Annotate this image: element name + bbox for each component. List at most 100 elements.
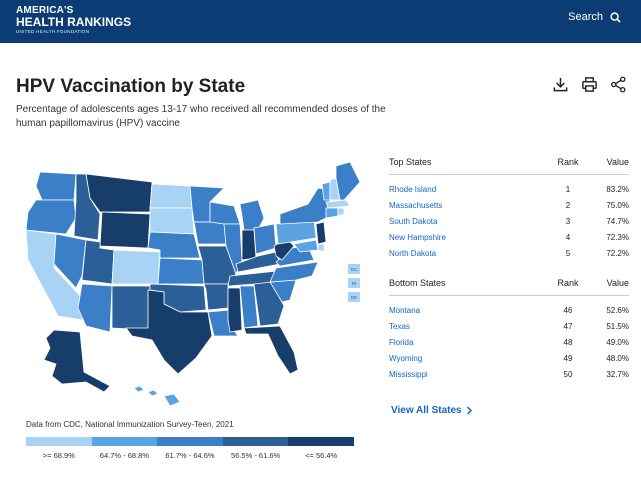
- state-north-dakota[interactable]: [149, 183, 193, 209]
- rank-value: 50: [563, 369, 573, 379]
- percent-value: 72.3%: [606, 232, 629, 242]
- rank-value: 48: [563, 337, 573, 347]
- state-kansas[interactable]: [157, 257, 205, 285]
- state-link[interactable]: Rhode Island: [389, 184, 437, 194]
- search-icon: [610, 11, 621, 23]
- table-row: Florida 48 49.0%: [389, 334, 629, 350]
- chevron-right-icon: [466, 406, 472, 415]
- rank-header: Rank: [557, 278, 579, 288]
- percent-value: 32.7%: [606, 369, 629, 379]
- state-north-carolina[interactable]: [269, 261, 319, 283]
- state-link[interactable]: Montana: [389, 305, 421, 315]
- state-south-dakota[interactable]: [149, 207, 195, 235]
- state-link[interactable]: Florida: [389, 337, 414, 347]
- legend-color-bar: [26, 437, 354, 446]
- state-link[interactable]: Wyoming: [389, 353, 423, 363]
- state-link[interactable]: Mississippi: [389, 369, 428, 379]
- logo-line-3: UNITED HEALTH FOUNDATION: [16, 29, 90, 34]
- legend-label: 61.7% - 64.6%: [165, 451, 215, 460]
- legend-swatch: [91, 437, 158, 446]
- legend-label: 56.5% - 61.6%: [230, 451, 281, 460]
- share-icon[interactable]: [610, 76, 627, 93]
- rank-value: 49: [563, 353, 573, 363]
- state-washington[interactable]: [35, 171, 77, 201]
- value-header: Value: [606, 278, 629, 288]
- dc-button[interactable]: [348, 264, 360, 274]
- rank-value: 5: [565, 248, 571, 258]
- percent-value: 72.2%: [606, 248, 629, 258]
- table-header: Bottom States Rank Value: [389, 278, 629, 296]
- state-iowa[interactable]: [193, 221, 227, 245]
- state-new-jersey[interactable]: [315, 221, 327, 245]
- legend-label: <= 56.4%: [305, 451, 338, 460]
- ri-button-label: RI: [352, 281, 357, 286]
- page-actions: [552, 76, 627, 93]
- state-mississippi[interactable]: [227, 287, 243, 333]
- state-arkansas[interactable]: [203, 283, 229, 311]
- state-link[interactable]: New Hampshire: [389, 232, 446, 242]
- value-header: Value: [606, 157, 629, 167]
- state-florida[interactable]: [243, 325, 299, 375]
- table-row: Massachusetts 2 75.0%: [389, 197, 629, 213]
- percent-value: 52.6%: [606, 305, 629, 315]
- state-wyoming[interactable]: [99, 211, 151, 249]
- percent-value: 75.0%: [606, 200, 629, 210]
- top-nav-bar: AMERICA'S HEALTH RANKINGS UNITED HEALTH …: [0, 0, 641, 43]
- table-row: Texas 47 51.5%: [389, 318, 629, 334]
- rank-value: 2: [565, 200, 571, 210]
- state-connecticut[interactable]: [325, 207, 339, 219]
- state-ohio[interactable]: [253, 223, 277, 255]
- state-maine[interactable]: [335, 161, 361, 201]
- rank-value: 47: [563, 321, 573, 331]
- legend-swatch: [26, 437, 92, 446]
- state-wisconsin[interactable]: [209, 201, 241, 225]
- table-row: South Dakota 3 74.7%: [389, 213, 629, 229]
- search-label: Search: [568, 11, 603, 23]
- small-state-buttons: DC RI DE: [348, 264, 360, 302]
- bottom-states-table: Bottom States Rank Value Montana 46 52.6…: [389, 278, 629, 382]
- percent-value: 48.0%: [606, 353, 629, 363]
- table-header: Top States Rank Value: [389, 157, 629, 175]
- state-nevada[interactable]: [53, 233, 87, 289]
- state-hawaii[interactable]: [133, 385, 181, 407]
- logo-line-1: AMERICA'S: [16, 5, 74, 16]
- de-button-label: DE: [351, 295, 357, 300]
- state-new-mexico[interactable]: [111, 285, 151, 331]
- state-new-york[interactable]: [279, 187, 331, 225]
- state-arizona[interactable]: [77, 283, 113, 333]
- site-logo[interactable]: AMERICA'S HEALTH RANKINGS UNITED HEALTH …: [16, 5, 131, 34]
- state-michigan[interactable]: [239, 199, 265, 231]
- bottom-states-header: Bottom States: [389, 278, 446, 288]
- state-link[interactable]: North Dakota: [389, 248, 437, 258]
- table-row: New Hampshire 4 72.3%: [389, 229, 629, 245]
- percent-value: 49.0%: [606, 337, 629, 347]
- view-all-states-link[interactable]: View All States: [391, 405, 473, 416]
- legend-label: >= 68.9%: [42, 451, 75, 460]
- state-montana[interactable]: [85, 173, 153, 213]
- state-texas[interactable]: [125, 289, 213, 375]
- state-alabama[interactable]: [239, 285, 259, 329]
- rank-value: 4: [565, 232, 571, 242]
- state-delaware[interactable]: [317, 243, 325, 253]
- state-link[interactable]: South Dakota: [389, 216, 438, 226]
- state-link[interactable]: Massachusetts: [389, 200, 443, 210]
- state-link[interactable]: Texas: [389, 321, 410, 331]
- state-massachusetts[interactable]: [325, 199, 351, 209]
- print-icon[interactable]: [581, 76, 598, 93]
- state-rhode-island[interactable]: [337, 207, 345, 217]
- map-legend: >= 68.9% 64.7% - 68.8% 61.7% - 64.6% 56.…: [26, 437, 354, 460]
- state-oregon[interactable]: [25, 199, 77, 235]
- logo-line-2: HEALTH RANKINGS: [16, 15, 132, 29]
- page-title: HPV Vaccination by State: [16, 76, 246, 97]
- state-colorado[interactable]: [111, 249, 161, 285]
- state-indiana[interactable]: [241, 229, 257, 261]
- ri-button[interactable]: [348, 278, 360, 288]
- legend-swatch: [222, 437, 289, 446]
- state-kentucky[interactable]: [235, 251, 281, 273]
- state-alaska[interactable]: [43, 329, 111, 393]
- search-button[interactable]: Search: [568, 11, 621, 23]
- percent-value: 51.5%: [606, 321, 629, 331]
- de-button[interactable]: [348, 292, 360, 302]
- percent-value: 83.2%: [606, 184, 629, 194]
- download-icon[interactable]: [552, 76, 569, 93]
